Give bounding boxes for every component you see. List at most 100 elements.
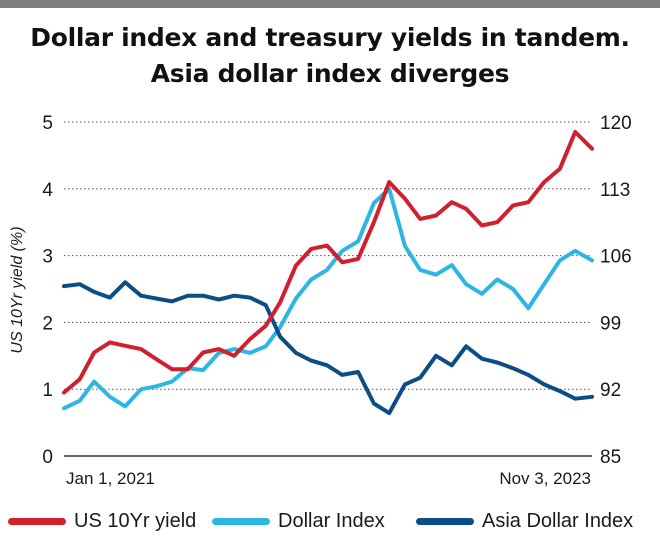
data-point-asia-dollar-index-23 — [418, 376, 422, 380]
data-point-dollar-index-24 — [434, 273, 438, 277]
data-point-us-10yr-yield-25 — [450, 200, 454, 204]
data-point-asia-dollar-index-4 — [123, 280, 127, 284]
data-point-dollar-index-23 — [418, 268, 422, 272]
chart-title-line-2: Asia dollar index diverges — [150, 59, 510, 88]
data-point-asia-dollar-index-27 — [480, 357, 484, 361]
data-point-us-10yr-yield-11 — [232, 354, 236, 358]
data-point-dollar-index-0 — [62, 406, 66, 410]
data-point-us-10yr-yield-4 — [123, 344, 127, 348]
data-point-us-10yr-yield-21 — [387, 180, 391, 184]
y-tick-left-5: 5 — [42, 113, 53, 134]
data-point-asia-dollar-index-25 — [450, 363, 454, 367]
data-point-dollar-index-7 — [170, 380, 174, 384]
y-tick-left-2: 2 — [42, 313, 53, 334]
data-point-us-10yr-yield-31 — [542, 180, 546, 184]
data-point-dollar-index-14 — [278, 325, 282, 329]
legend-swatch-asia-dollar-index — [416, 517, 474, 525]
data-point-us-10yr-yield-16 — [309, 247, 313, 251]
series-line-us-10yr-yield — [62, 130, 594, 395]
data-point-asia-dollar-index-5 — [139, 294, 143, 298]
series-line-dollar-index — [62, 186, 594, 411]
data-point-us-10yr-yield-9 — [201, 350, 205, 355]
data-point-asia-dollar-index-17 — [325, 363, 329, 367]
data-point-dollar-index-19 — [356, 239, 360, 243]
data-point-dollar-index-1 — [78, 399, 82, 403]
data-point-asia-dollar-index-30 — [526, 373, 530, 377]
data-point-us-10yr-yield-7 — [170, 367, 174, 371]
data-point-us-10yr-yield-26 — [464, 207, 468, 211]
data-point-us-10yr-yield-29 — [511, 203, 515, 208]
data-point-us-10yr-yield-33 — [573, 130, 577, 134]
data-point-us-10yr-yield-0 — [62, 390, 66, 395]
legend-label-us-10yr-yield: US 10Yr yield — [74, 509, 197, 532]
y-axis-left-label: US 10Yr yield (%) — [9, 226, 26, 353]
data-point-asia-dollar-index-26 — [464, 344, 468, 348]
legend-item-us-10yr-yield: US 10Yr yield — [8, 506, 196, 536]
y-tick-right-113: 113 — [600, 180, 630, 201]
data-point-us-10yr-yield-20 — [372, 220, 376, 224]
data-point-us-10yr-yield-10 — [217, 347, 221, 351]
series-lines — [62, 130, 594, 416]
data-point-us-10yr-yield-24 — [434, 213, 438, 218]
data-point-us-10yr-yield-6 — [154, 357, 158, 361]
data-point-us-10yr-yield-5 — [139, 347, 143, 351]
data-point-asia-dollar-index-10 — [217, 297, 221, 302]
data-point-dollar-index-30 — [526, 306, 530, 310]
data-point-dollar-index-27 — [480, 292, 484, 296]
data-point-us-10yr-yield-32 — [558, 167, 562, 171]
data-point-asia-dollar-index-14 — [278, 335, 282, 339]
data-point-us-10yr-yield-22 — [403, 197, 407, 201]
chart-plot: 0 1 2 3 4 5 85 92 99 106 113 120 US 10Yr yield (%)… — [9, 113, 632, 488]
data-point-dollar-index-4 — [123, 404, 127, 408]
data-point-asia-dollar-index-32 — [558, 389, 562, 393]
data-point-dollar-index-2 — [92, 380, 96, 384]
legend-item-dollar-index: Dollar Index — [212, 506, 385, 536]
series-line-asia-dollar-index — [62, 280, 594, 416]
data-point-asia-dollar-index-21 — [387, 411, 391, 415]
data-point-us-10yr-yield-14 — [278, 300, 282, 304]
data-point-us-10yr-yield-34 — [590, 147, 594, 151]
x-tick-label-end: Nov 3, 2023 — [499, 469, 591, 488]
y-axis-right-ticks: 85 92 99 106 113 120 — [600, 113, 632, 468]
data-point-asia-dollar-index-28 — [495, 360, 499, 365]
data-point-us-10yr-yield-3 — [108, 340, 112, 344]
data-point-dollar-index-9 — [201, 368, 205, 372]
data-point-dollar-index-6 — [154, 384, 158, 388]
y-tick-right-85: 85 — [600, 447, 621, 468]
legend-swatch-dollar-index — [212, 517, 270, 525]
data-point-asia-dollar-index-7 — [170, 299, 174, 303]
data-point-asia-dollar-index-6 — [154, 296, 158, 301]
data-point-asia-dollar-index-13 — [264, 303, 268, 307]
data-point-asia-dollar-index-18 — [340, 373, 344, 377]
y-tick-right-120: 120 — [600, 113, 632, 134]
data-point-us-10yr-yield-2 — [92, 350, 96, 355]
data-point-us-10yr-yield-19 — [356, 257, 360, 261]
data-point-us-10yr-yield-1 — [78, 377, 82, 381]
data-point-asia-dollar-index-20 — [372, 401, 376, 406]
y-tick-left-4: 4 — [42, 180, 53, 201]
data-point-dollar-index-18 — [340, 249, 344, 253]
data-point-dollar-index-33 — [573, 249, 577, 253]
y-tick-left-1: 1 — [42, 380, 53, 401]
data-point-asia-dollar-index-8 — [186, 294, 190, 298]
data-point-dollar-index-10 — [217, 351, 221, 355]
data-point-asia-dollar-index-29 — [511, 366, 515, 370]
data-point-dollar-index-5 — [139, 387, 143, 391]
data-point-asia-dollar-index-1 — [78, 282, 82, 286]
data-point-asia-dollar-index-2 — [92, 290, 96, 294]
data-point-us-10yr-yield-17 — [325, 244, 329, 248]
data-point-us-10yr-yield-12 — [248, 337, 252, 341]
data-point-dollar-index-29 — [511, 287, 515, 291]
data-point-asia-dollar-index-33 — [573, 397, 577, 401]
data-point-us-10yr-yield-27 — [480, 223, 484, 228]
data-point-us-10yr-yield-28 — [495, 220, 499, 224]
data-point-us-10yr-yield-18 — [340, 260, 344, 264]
data-point-dollar-index-31 — [542, 282, 546, 286]
data-point-dollar-index-11 — [232, 347, 236, 351]
data-point-asia-dollar-index-16 — [309, 359, 313, 363]
y-tick-right-99: 99 — [600, 313, 621, 334]
data-point-asia-dollar-index-15 — [294, 351, 298, 355]
data-point-dollar-index-25 — [450, 263, 454, 267]
gridlines — [64, 121, 592, 457]
data-point-asia-dollar-index-22 — [403, 382, 407, 386]
